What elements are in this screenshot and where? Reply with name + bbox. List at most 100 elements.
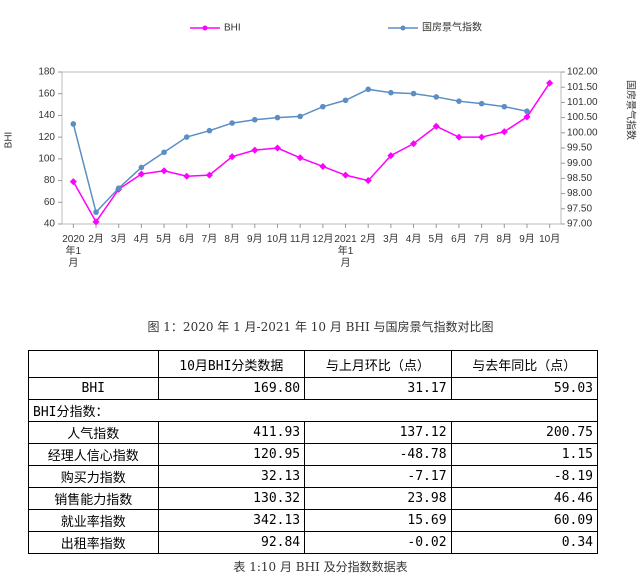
legend-label: BHI <box>224 23 241 34</box>
cell: 出租率指数 <box>28 531 159 554</box>
y-tick-label: 160 <box>38 88 55 99</box>
point <box>228 153 236 161</box>
point <box>93 209 99 215</box>
point <box>183 172 191 180</box>
cell: 32.13 <box>157 465 306 488</box>
y2-tick-label: 99.00 <box>567 158 592 169</box>
y2-tick-label: 101.50 <box>567 82 598 93</box>
point <box>69 178 77 186</box>
cell: -0.02 <box>304 531 452 554</box>
x-tick-label: 10月 <box>539 234 561 245</box>
point <box>183 134 190 140</box>
point <box>388 89 394 96</box>
cell: 342.13 <box>157 509 306 532</box>
y2-tick-label: 99.50 <box>567 143 592 154</box>
header-cell <box>28 350 159 378</box>
y-tick-label: 40 <box>44 219 56 230</box>
x-tick-label: 2021年1月 <box>334 234 357 269</box>
cell: 23.98 <box>304 487 452 510</box>
header-cell: 与去年同比（点） <box>450 350 599 378</box>
point <box>342 97 349 104</box>
x-tick-label: 8月 <box>496 234 513 245</box>
table-row: 出租率指数 92.84 -0.02 0.34 <box>28 531 599 554</box>
cell: 0.34 <box>450 531 599 554</box>
x-tick-label: 2020年1月 <box>62 234 85 269</box>
cell: -48.78 <box>304 443 452 466</box>
cell: 人气指数 <box>28 421 159 444</box>
cell: 经理人信心指数 <box>28 443 159 466</box>
x-tick-label: 3月 <box>383 234 399 245</box>
table-header: 10月BHI分类数据 与上月环比（点） 与去年同比（点） <box>28 350 599 378</box>
point <box>251 146 259 154</box>
x-tick-label: 7月 <box>473 234 490 245</box>
point <box>478 133 486 141</box>
header-cell: 10月BHI分类数据 <box>157 350 306 378</box>
point <box>523 113 531 121</box>
table-row: BHI分指数： <box>28 399 598 422</box>
point <box>274 114 281 121</box>
data-table: 10月BHI分类数据 与上月环比（点） 与去年同比（点） BHI 169.80 31.17… <box>28 350 599 554</box>
y2-tick-label: 98.00 <box>567 188 592 199</box>
y-tick-label: 80 <box>44 175 56 186</box>
cell: 60.09 <box>450 509 599 532</box>
y2-tick-label: 97.50 <box>567 203 592 214</box>
cell: 137.12 <box>304 421 452 444</box>
table-row: 经理人信心指数 120.95 -48.78 1.15 <box>28 443 599 466</box>
x-tick-label: 7月 <box>201 234 218 245</box>
point <box>229 120 235 126</box>
point <box>296 154 304 162</box>
point <box>478 100 485 107</box>
cell: 411.93 <box>157 421 306 444</box>
point <box>546 79 554 87</box>
table-caption: 表 1:10 月 BHI 及分指数数据表 <box>233 560 408 574</box>
point <box>410 90 417 97</box>
x-tick-label: 4月 <box>133 234 150 245</box>
plot-frame <box>61 71 562 225</box>
point <box>500 128 508 136</box>
cell: 15.69 <box>304 509 452 532</box>
point <box>387 152 395 160</box>
point <box>251 116 258 123</box>
table-row: 购买力指数 32.13 -7.17 -8.19 <box>28 465 599 488</box>
cell: BHI分指数： <box>28 399 598 422</box>
x-tick-label: 2月 <box>88 234 104 245</box>
point <box>365 86 372 93</box>
legend-marker <box>202 25 208 31</box>
point <box>320 103 326 110</box>
cell: 120.95 <box>157 443 306 466</box>
legend-marker <box>400 25 406 31</box>
x-tick-label: 2月 <box>360 234 376 245</box>
point <box>410 140 418 148</box>
y-tick-label: 120 <box>38 132 55 143</box>
x-tick-label: 6月 <box>178 234 195 245</box>
series-line <box>72 88 528 214</box>
cell: 31.17 <box>304 377 452 400</box>
cell: -8.19 <box>450 465 599 488</box>
x-tick-label: 9月 <box>519 234 535 245</box>
x-tick-label: 4月 <box>405 234 422 245</box>
y-tick-label: 180 <box>38 67 55 78</box>
x-tick-label: 3月 <box>110 234 127 245</box>
x-tick-label: 9月 <box>247 234 263 245</box>
cell: 购买力指数 <box>28 465 159 488</box>
point <box>341 171 350 179</box>
y2-tick-label: 101.00 <box>567 97 598 108</box>
series-line <box>72 82 551 224</box>
x-tick-label: 5月 <box>156 234 172 245</box>
chart: BHI 国房景气指数 40 60 80 100 120 140 160 180 97.00 97.… <box>4 21 638 230</box>
point <box>92 218 100 226</box>
figure-caption: 图 1：2020 年 1 月-2021 年 10 月 BHI 与国房景气指数对比… <box>147 320 494 334</box>
y2-tick-label: 100.00 <box>567 127 598 138</box>
table-row: 就业率指数 342.13 15.69 60.09 <box>28 509 599 532</box>
point <box>161 149 167 156</box>
point <box>138 164 145 171</box>
cell: 就业率指数 <box>28 509 159 532</box>
table-row: BHI 169.80 31.17 59.03 <box>28 377 599 400</box>
point <box>501 103 508 110</box>
x-tick-label: 6月 <box>451 234 467 245</box>
cell: 销售能力指数 <box>28 487 159 510</box>
point <box>206 127 213 134</box>
point <box>456 98 462 104</box>
header-cell: 与上月环比（点） <box>304 350 452 378</box>
